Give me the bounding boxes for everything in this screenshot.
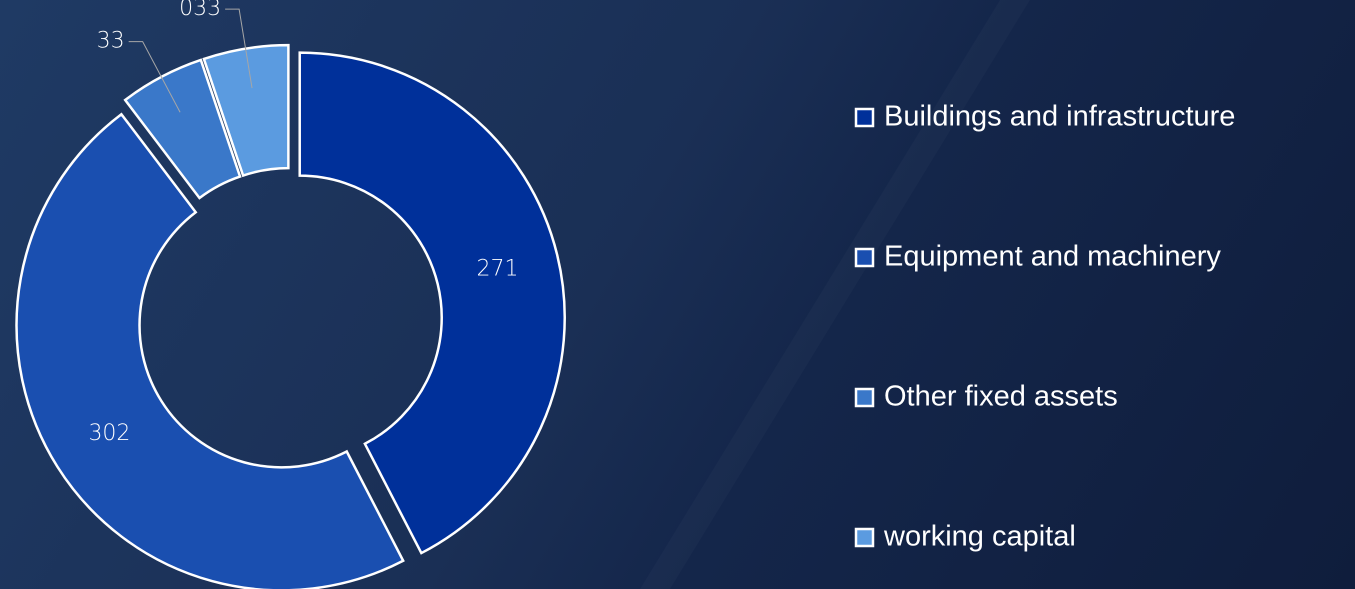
data-label: 033 xyxy=(179,0,221,21)
donut-slice xyxy=(298,51,566,555)
donut-slice xyxy=(123,58,242,200)
data-label: 271 xyxy=(476,257,518,282)
legend-marker xyxy=(854,247,875,268)
data-label: 302 xyxy=(88,421,130,446)
donut-slice xyxy=(15,112,405,589)
legend-label: Equipment and machinery xyxy=(884,241,1221,273)
leader-line xyxy=(225,8,253,89)
data-label: 33 xyxy=(97,29,125,54)
donut-slice xyxy=(202,43,290,178)
background-streak xyxy=(640,0,1030,589)
legend-label: Buildings and infrastructure xyxy=(884,101,1235,133)
legend-label: Other fixed assets xyxy=(884,381,1118,413)
legend-marker xyxy=(854,527,875,548)
legend-marker xyxy=(854,107,875,128)
legend-marker xyxy=(854,387,875,408)
legend-label: working capital xyxy=(883,521,1076,553)
leader-line xyxy=(128,41,181,113)
